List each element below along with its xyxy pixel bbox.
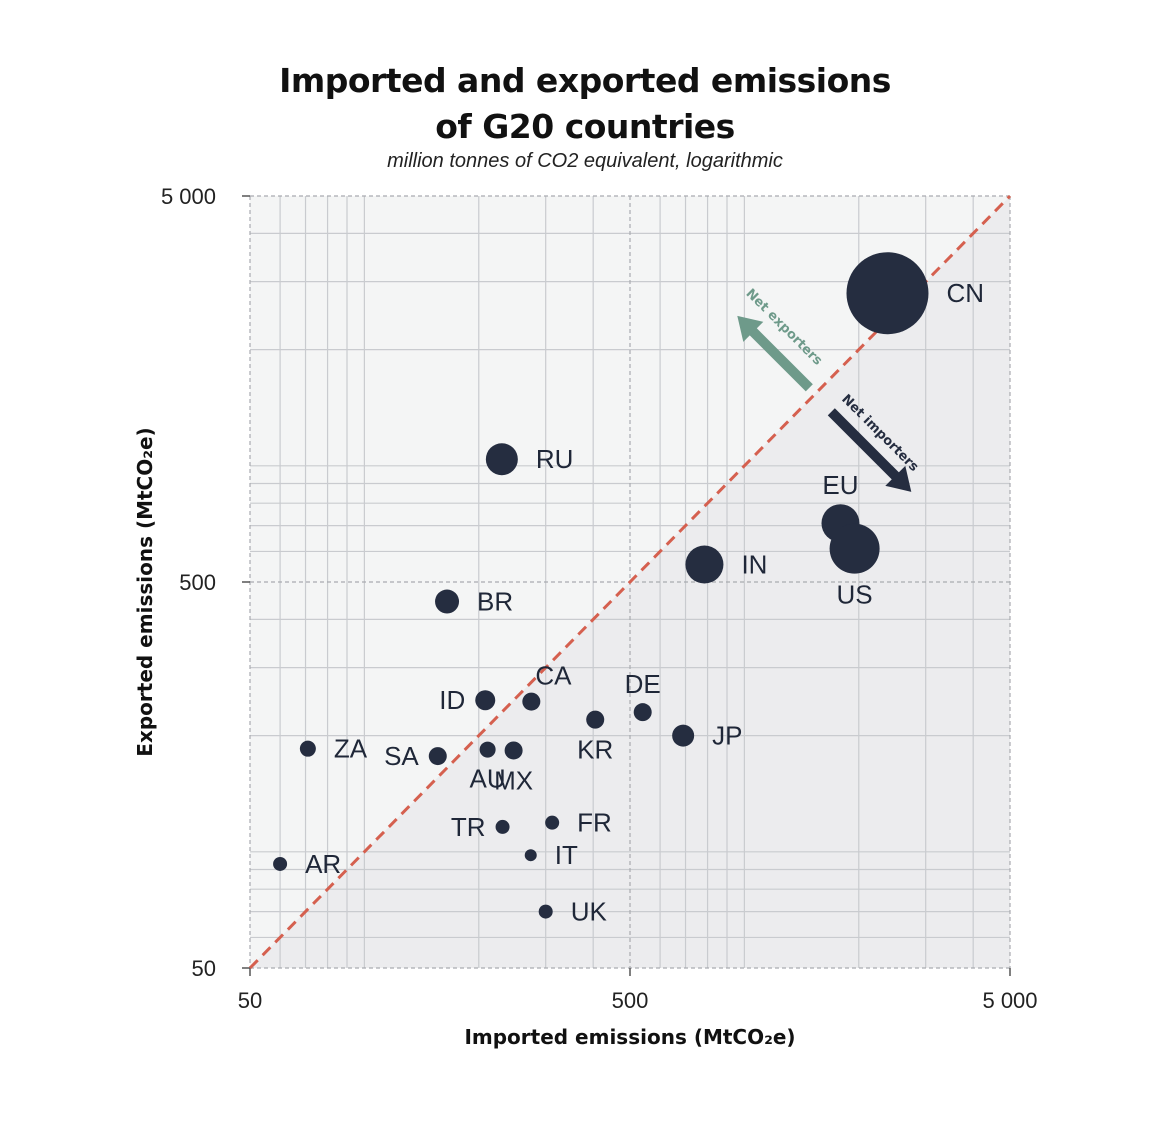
point-label-tr: TR <box>451 812 486 842</box>
point-label-za: ZA <box>334 734 368 764</box>
y-tick-label: 50 <box>192 956 216 981</box>
point-label-eu: EU <box>822 470 858 500</box>
net-exporters-arrow-shaft <box>743 322 813 392</box>
point-br <box>435 589 460 614</box>
point-uk <box>538 904 553 919</box>
x-tick-label: 500 <box>612 988 649 1013</box>
x-tick-label: 50 <box>238 988 262 1013</box>
point-label-cn: CN <box>946 278 984 308</box>
chart-title-line2: of G20 countries <box>435 107 735 146</box>
data-points <box>273 252 929 919</box>
point-sa <box>428 747 447 766</box>
point-label-uk: UK <box>571 897 608 927</box>
point-label-sa: SA <box>384 741 419 771</box>
net-exporters-arrowhead <box>737 315 764 342</box>
gridlines <box>242 195 1011 976</box>
point-label-au: AU <box>470 764 506 794</box>
point-mx <box>504 741 523 760</box>
point-label-de: DE <box>625 669 661 699</box>
point-label-ru: RU <box>536 444 574 474</box>
point-label-mx: MX <box>494 765 533 795</box>
point-label-it: IT <box>555 840 578 870</box>
point-id <box>475 690 496 711</box>
point-cn <box>846 252 929 335</box>
point-jp <box>672 724 695 747</box>
chart-title-line1: Imported and exported emissions <box>279 61 891 100</box>
x-tick-label: 5 000 <box>982 988 1037 1013</box>
point-label-ar: AR <box>305 849 341 879</box>
axis-labels: Imported emissions (MtCO₂e) Exported emis… <box>133 427 796 1049</box>
chart-subtitle: million tonnes of CO2 equivalent, logari… <box>387 150 783 172</box>
net-importers-arrow-shaft <box>827 408 905 486</box>
point-label-br: BR <box>477 587 513 617</box>
point-za <box>299 740 316 757</box>
y-tick-label: 5 000 <box>161 184 216 209</box>
point-ru <box>485 443 518 476</box>
point-tr <box>495 819 510 834</box>
point-it <box>524 849 537 862</box>
tick-labels: 50 500 5 000 50 500 5 000 <box>161 184 1038 1013</box>
net-importers-arrowhead <box>885 465 912 492</box>
point-label-jp: JP <box>712 721 742 751</box>
point-au <box>479 741 496 758</box>
point-us <box>829 523 880 574</box>
point-kr <box>586 710 605 729</box>
point-label-id: ID <box>439 685 465 715</box>
point-label-us: US <box>837 580 873 610</box>
point-ar <box>273 856 288 871</box>
point-label-in: IN <box>741 550 767 580</box>
point-label-fr: FR <box>577 808 612 838</box>
chart-title: Imported and exported emissions of G20 c… <box>0 58 1170 150</box>
point-label-ca: CA <box>535 661 572 691</box>
point-ca <box>522 692 541 711</box>
point-de <box>633 703 652 722</box>
y-tick-label: 500 <box>179 570 216 595</box>
point-label-kr: KR <box>577 735 613 765</box>
point-fr <box>545 815 560 830</box>
point-in <box>685 545 724 584</box>
y-axis-label: Exported emissions (MtCO₂e) <box>133 427 157 756</box>
x-axis-label: Imported emissions (MtCO₂e) <box>464 1025 795 1049</box>
